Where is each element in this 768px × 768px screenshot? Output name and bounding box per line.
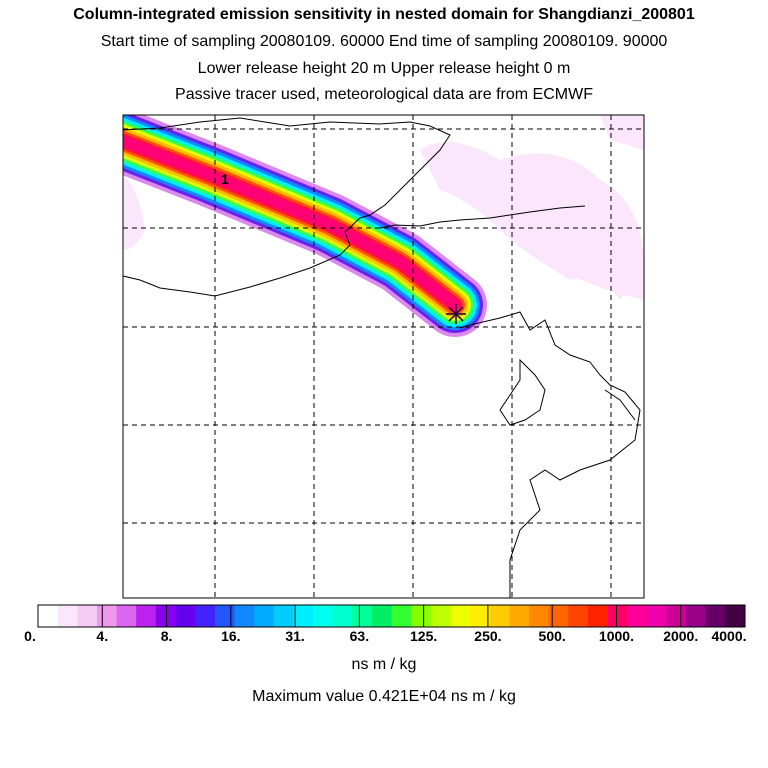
colorbar-swatch bbox=[332, 605, 353, 627]
colorbar-swatch bbox=[548, 605, 569, 627]
colorbar-swatch bbox=[705, 605, 726, 627]
colorbar-swatch bbox=[725, 605, 746, 627]
colorbar-frame bbox=[37, 604, 746, 628]
colorbar-tick-label: 8. bbox=[160, 628, 173, 644]
receptor-star-icon bbox=[446, 304, 466, 324]
colorbar-swatch bbox=[568, 605, 589, 627]
colorbar-swatch bbox=[646, 605, 667, 627]
lat-lon-grid bbox=[123, 115, 644, 598]
colorbar-swatch bbox=[175, 605, 196, 627]
colorbar bbox=[37, 604, 746, 628]
colorbar-swatch bbox=[293, 605, 314, 627]
colorbar-swatch bbox=[666, 605, 687, 627]
colorbar-swatch bbox=[214, 605, 235, 627]
colorbar-swatch bbox=[450, 605, 471, 627]
colorbar-tick-label: 2000. bbox=[663, 628, 699, 644]
colorbar-tick-label: 500. bbox=[538, 628, 566, 644]
colorbar-swatch bbox=[136, 605, 157, 627]
sampling-time-line: Start time of sampling 20080109. 60000 E… bbox=[100, 33, 668, 50]
colorbar-swatch bbox=[528, 605, 550, 627]
colorbar-tick-label: 63. bbox=[349, 628, 370, 644]
colorbar-tick-label: 4. bbox=[96, 628, 109, 644]
maximum-value-text: Maximum value 0.421E+04 ns m / kg bbox=[252, 688, 516, 705]
colorbar-swatch bbox=[470, 605, 491, 627]
colorbar-swatch bbox=[411, 605, 432, 627]
colorbar-swatch bbox=[273, 605, 294, 627]
colorbar-swatch bbox=[430, 605, 451, 627]
colorbar-swatch bbox=[195, 605, 216, 627]
colorbar-swatch bbox=[607, 605, 628, 627]
contour-label: 1 bbox=[221, 171, 229, 187]
colorbar-swatch bbox=[627, 605, 648, 627]
low-sensitivity-patches bbox=[123, 115, 644, 300]
colorbar-swatch bbox=[155, 605, 176, 627]
tracer-info-line: Passive tracer used, meteorological data… bbox=[175, 86, 593, 103]
colorbar-tick-label: 125. bbox=[410, 628, 438, 644]
colorbar-swatch bbox=[77, 605, 98, 627]
colorbar-tick-label: 31. bbox=[285, 628, 305, 644]
colorbar-swatch bbox=[489, 605, 510, 627]
colorbar-swatch bbox=[57, 605, 78, 627]
colorbar-swatch bbox=[234, 605, 255, 627]
colorbar-tick-label: 250. bbox=[474, 628, 502, 644]
colorbar-swatch bbox=[116, 605, 137, 627]
map-frame bbox=[122, 114, 645, 599]
colorbar-swatch bbox=[254, 605, 275, 627]
colorbar-tick-label: 4000. bbox=[711, 628, 747, 644]
colorbar-tick-label: 1000. bbox=[598, 628, 634, 644]
colorbar-tick-label: 16. bbox=[221, 628, 241, 644]
release-height-line: Lower release height 20 m Upper release … bbox=[197, 60, 571, 77]
colorbar-swatch bbox=[352, 605, 373, 627]
colorbar-swatch bbox=[312, 605, 334, 627]
chart-title: Column-integrated emission sensitivity i… bbox=[73, 6, 695, 23]
colorbar-swatch bbox=[38, 605, 59, 627]
colorbar-swatch bbox=[587, 605, 609, 627]
colorbar-units: ns m / kg bbox=[351, 656, 417, 673]
coastlines bbox=[123, 117, 641, 598]
colorbar-swatch bbox=[371, 605, 392, 627]
colorbar-swatch bbox=[391, 605, 412, 627]
colorbar-swatch bbox=[686, 605, 707, 627]
colorbar-swatch bbox=[509, 605, 530, 627]
plume bbox=[123, 115, 487, 337]
colorbar-swatch bbox=[96, 605, 118, 627]
colorbar-tick-label: 0. bbox=[24, 628, 36, 644]
